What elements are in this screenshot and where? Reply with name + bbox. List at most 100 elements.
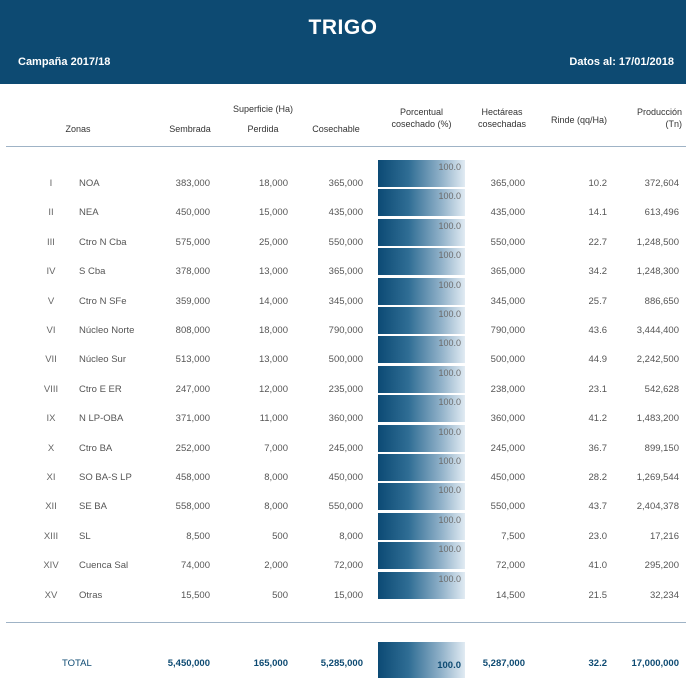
row-number: XIV bbox=[43, 560, 59, 572]
row-cosechable: 365,000 bbox=[328, 178, 363, 189]
row-rinde: 43.6 bbox=[588, 325, 608, 336]
row-porcentual: 100.0 bbox=[438, 514, 461, 525]
row-perdida: 18,000 bbox=[258, 178, 288, 189]
row-rinde: 23.0 bbox=[588, 530, 608, 542]
col-superficie: Superficie (Ha) bbox=[232, 104, 294, 114]
row-cosechable: 550,000 bbox=[328, 236, 363, 248]
total-rinde: 32.2 bbox=[588, 658, 608, 669]
row-produccion: 1,483,200 bbox=[636, 413, 679, 425]
row-cosechable: 500,000 bbox=[328, 354, 363, 366]
row-hectareas: 435,000 bbox=[490, 207, 525, 219]
row-zona: N LP-OBA bbox=[79, 413, 124, 425]
row-number: X bbox=[47, 442, 55, 454]
row-number: I bbox=[49, 178, 53, 189]
row-produccion: 295,200 bbox=[644, 560, 679, 572]
row-sembrada: 8,500 bbox=[186, 530, 210, 542]
row-hectareas: 790,000 bbox=[490, 325, 525, 336]
row-cosechable: 360,000 bbox=[328, 413, 363, 425]
row-perdida: 500 bbox=[272, 589, 288, 601]
porcentual-bar: 100.0 bbox=[378, 365, 465, 393]
row-number: XII bbox=[45, 501, 57, 513]
row-produccion: 32,234 bbox=[649, 589, 679, 601]
porcentual-bar: 100.0 bbox=[378, 307, 465, 334]
row-zona: Ctro N SFe bbox=[79, 295, 127, 307]
row-hectareas: 345,000 bbox=[490, 295, 525, 307]
campaign-label: Campaña 2017/18 bbox=[18, 56, 111, 68]
row-zona: SL bbox=[79, 530, 91, 542]
col-porcentual-line1: Porcentual bbox=[399, 107, 444, 117]
row-number: XV bbox=[44, 589, 58, 601]
row-rinde: 10.2 bbox=[588, 178, 608, 189]
row-zona: SE BA bbox=[79, 501, 107, 513]
row-cosechable: 8,000 bbox=[339, 530, 363, 542]
row-number: VII bbox=[45, 354, 57, 366]
row-produccion: 886,650 bbox=[644, 295, 679, 307]
row-hectareas: 245,000 bbox=[490, 442, 525, 454]
total-divider bbox=[6, 622, 686, 623]
row-rinde: 41.2 bbox=[588, 413, 608, 425]
row-sembrada: 15,500 bbox=[180, 589, 210, 601]
porcentual-bar: 100.0 bbox=[378, 512, 465, 540]
row-perdida: 18,000 bbox=[258, 325, 288, 336]
row-rinde: 25.7 bbox=[588, 295, 608, 307]
report-title: TRIGO bbox=[308, 16, 378, 39]
row-porcentual: 100.0 bbox=[438, 456, 461, 466]
row-cosechable: 450,000 bbox=[328, 472, 363, 483]
row-produccion: 1,248,500 bbox=[636, 236, 679, 248]
row-cosechable: 15,000 bbox=[333, 589, 363, 601]
row-perdida: 12,000 bbox=[258, 383, 288, 395]
row-perdida: 14,000 bbox=[258, 295, 288, 307]
row-number: XIII bbox=[43, 530, 59, 542]
porcentual-bar: 100.0 bbox=[378, 454, 465, 481]
row-perdida: 7,000 bbox=[264, 442, 288, 454]
row-perdida: 25,000 bbox=[258, 236, 288, 248]
row-zona: NOA bbox=[79, 178, 100, 189]
row-porcentual: 100.0 bbox=[438, 573, 461, 584]
row-perdida: 2,000 bbox=[264, 560, 288, 572]
col-hectareas: Hectáreas cosechadas bbox=[468, 106, 536, 130]
row-porcentual: 100.0 bbox=[438, 338, 461, 349]
row-number: II bbox=[48, 207, 54, 219]
col-porcentual-line2: cosechado (%) bbox=[391, 119, 452, 129]
row-produccion: 542,628 bbox=[644, 383, 679, 395]
total-perdida: 165,000 bbox=[253, 658, 288, 669]
row-hectareas: 550,000 bbox=[490, 236, 525, 248]
row-porcentual: 100.0 bbox=[438, 279, 461, 290]
row-rinde: 28.2 bbox=[588, 472, 608, 483]
row-hectareas: 500,000 bbox=[490, 354, 525, 366]
row-porcentual: 100.0 bbox=[438, 309, 461, 319]
porcentual-bar: 100.0 bbox=[378, 277, 465, 305]
col-produccion-line1: Producción bbox=[636, 107, 682, 117]
row-produccion: 17,216 bbox=[649, 530, 679, 542]
col-hectareas-line1: Hectáreas bbox=[481, 107, 523, 117]
porcentual-bar: 100.0 bbox=[378, 218, 465, 246]
row-porcentual: 100.0 bbox=[438, 220, 461, 231]
col-produccion: Producción (Tn) bbox=[612, 106, 682, 130]
row-perdida: 13,000 bbox=[258, 354, 288, 366]
row-porcentual: 100.0 bbox=[438, 397, 461, 408]
row-sembrada: 74,000 bbox=[180, 560, 210, 572]
row-porcentual: 100.0 bbox=[438, 485, 461, 496]
row-produccion: 899,150 bbox=[644, 442, 679, 454]
row-rinde: 34.2 bbox=[588, 266, 608, 278]
row-rinde: 43.7 bbox=[588, 501, 608, 513]
row-rinde: 23.1 bbox=[588, 383, 608, 395]
col-porcentual: Porcentual cosechado (%) bbox=[378, 106, 465, 130]
row-sembrada: 558,000 bbox=[175, 501, 210, 513]
row-sembrada: 378,000 bbox=[175, 266, 210, 278]
row-cosechable: 345,000 bbox=[328, 295, 363, 307]
row-perdida: 8,000 bbox=[264, 501, 288, 513]
porcentual-bar: 100.0 bbox=[378, 571, 465, 599]
row-sembrada: 247,000 bbox=[175, 383, 210, 395]
row-cosechable: 245,000 bbox=[328, 442, 363, 454]
row-rinde: 21.5 bbox=[588, 589, 608, 601]
row-zona: Otras bbox=[79, 589, 103, 601]
row-perdida: 11,000 bbox=[259, 413, 288, 425]
header-divider bbox=[6, 146, 686, 147]
row-produccion: 2,404,378 bbox=[636, 501, 679, 513]
row-produccion: 1,248,300 bbox=[636, 266, 679, 278]
row-porcentual: 100.0 bbox=[438, 426, 461, 437]
row-sembrada: 359,000 bbox=[175, 295, 210, 307]
row-zona: SO BA-S LP bbox=[79, 472, 132, 483]
row-porcentual: 100.0 bbox=[438, 191, 461, 202]
